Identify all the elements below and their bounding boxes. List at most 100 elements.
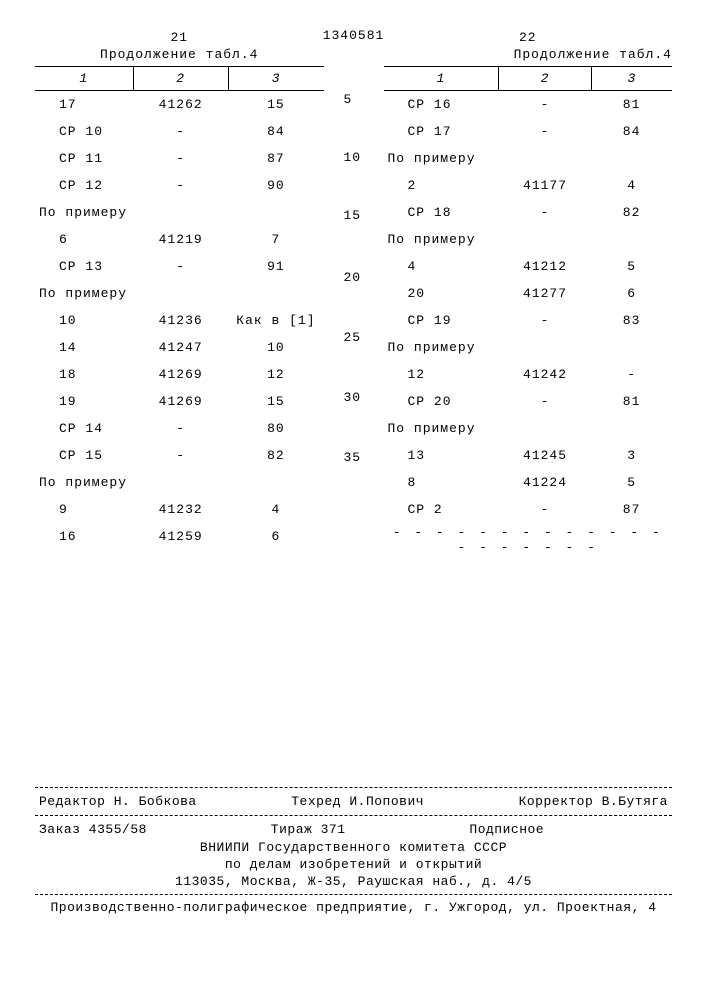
table-row: 194126915 [35, 388, 324, 415]
table-cell: 83 [591, 307, 672, 334]
table-cell: - [133, 145, 228, 172]
table-cell: По примеру [35, 280, 133, 307]
table-cell: 10 [228, 334, 323, 361]
table-cell: По примеру [35, 199, 133, 226]
table-cell: 80 [228, 415, 323, 442]
table-cell: По примеру [384, 145, 499, 172]
table-cell [591, 145, 672, 172]
table-row: По примеру [384, 145, 673, 172]
table-cell: 20 [384, 280, 499, 307]
footer-org2: по делам изобретений и открытий [35, 856, 672, 873]
table-cell: СР 16 [384, 91, 499, 119]
line-number: 20 [344, 270, 362, 285]
table-cell: 87 [228, 145, 323, 172]
table-cell: 6 [35, 226, 133, 253]
table-cell: СР 14 [35, 415, 133, 442]
table-header-row: 1 2 3 [384, 67, 673, 91]
table-row: По примеру [384, 334, 673, 361]
table-cell: - [499, 307, 591, 334]
table-cell: 7 [228, 226, 323, 253]
table-cell: 82 [228, 442, 323, 469]
table-cell: 5 [591, 469, 672, 496]
table-row: СР 20-81 [384, 388, 673, 415]
table-row: По примеру [35, 469, 324, 496]
right-table-block: 22 Продолжение табл.4 1 2 3 СР 16-81СР 1… [384, 30, 673, 557]
table-cell: 81 [591, 91, 672, 119]
table-cell: 19 [35, 388, 133, 415]
table-row: 16412596 [35, 523, 324, 550]
divider [35, 894, 672, 895]
table-cell: 82 [591, 199, 672, 226]
table-cell: 41224 [499, 469, 591, 496]
table-row: 4412125 [384, 253, 673, 280]
table-row: СР 10-84 [35, 118, 324, 145]
table-cell: По примеру [35, 469, 133, 496]
table-cell [228, 469, 323, 496]
table-cell: 81 [591, 388, 672, 415]
table-cell [228, 199, 323, 226]
subscription: Подписное [469, 822, 544, 837]
table-cell: СР 11 [35, 145, 133, 172]
table-cell: 41277 [499, 280, 591, 307]
table-cell: - [591, 361, 672, 388]
table-row: 8412245 [384, 469, 673, 496]
col-header: 1 [384, 67, 499, 91]
table-row: По примеру [35, 199, 324, 226]
table-row: 9412324 [35, 496, 324, 523]
table-cell: 6 [228, 523, 323, 550]
table-cell: 14 [35, 334, 133, 361]
table-cell: - [499, 118, 591, 145]
footer-block: Редактор Н. Бобкова Техред И.Попович Кор… [35, 787, 672, 916]
order-number: Заказ 4355/58 [39, 822, 147, 837]
table-cell: По примеру [384, 415, 499, 442]
table-cell: 13 [384, 442, 499, 469]
table-row: 184126912 [35, 361, 324, 388]
table-cell [228, 280, 323, 307]
table-cell [499, 145, 591, 172]
table-cell: 18 [35, 361, 133, 388]
table-end-rule: - - - - - - - - - - - - - - - - - - - - [384, 523, 673, 557]
table-row: СР 17-84 [384, 118, 673, 145]
table-cell: - [133, 442, 228, 469]
table-cell: 84 [228, 118, 323, 145]
table-cell [499, 334, 591, 361]
table-row: По примеру [35, 280, 324, 307]
corrector-name: Корректор В.Бутяга [519, 794, 668, 809]
table-row: 20412776 [384, 280, 673, 307]
line-number: 35 [344, 450, 362, 465]
line-number: 5 [344, 92, 353, 107]
line-number: 10 [344, 150, 362, 165]
table-cell: СР 17 [384, 118, 499, 145]
table-cell: 12 [228, 361, 323, 388]
table-cell: 4 [384, 253, 499, 280]
table-cell: 41259 [133, 523, 228, 550]
table-row: СР 2-87 [384, 496, 673, 523]
footer-print: Производственно-полиграфическое предприя… [35, 899, 672, 916]
table-cell: 84 [591, 118, 672, 145]
table-row: 13412453 [384, 442, 673, 469]
line-number: 25 [344, 330, 362, 345]
table-cell: - [133, 415, 228, 442]
table-cell: - [133, 118, 228, 145]
table-row: СР 12-90 [35, 172, 324, 199]
table-cell: 41247 [133, 334, 228, 361]
table-row: СР 18-82 [384, 199, 673, 226]
table-cell: 41177 [499, 172, 591, 199]
table-header-row: 1 2 3 [35, 67, 324, 91]
table-cell: 2 [384, 172, 499, 199]
editor-name: Редактор Н. Бобкова [39, 794, 197, 809]
table-row: СР 15-82 [35, 442, 324, 469]
table-row: СР 11-87 [35, 145, 324, 172]
table-row: По примеру [384, 415, 673, 442]
col-header: 3 [228, 67, 323, 91]
table-cell: - [499, 496, 591, 523]
table-cell: - [499, 199, 591, 226]
table-cell: СР 12 [35, 172, 133, 199]
table-cell: 12 [384, 361, 499, 388]
table-cell: СР 15 [35, 442, 133, 469]
table-cell: 41269 [133, 361, 228, 388]
table-cell [591, 226, 672, 253]
table-cell: 41219 [133, 226, 228, 253]
table-row: 1041236Как в [1] [35, 307, 324, 334]
footer-addr: 113035, Москва, Ж-35, Раушская наб., д. … [35, 873, 672, 890]
